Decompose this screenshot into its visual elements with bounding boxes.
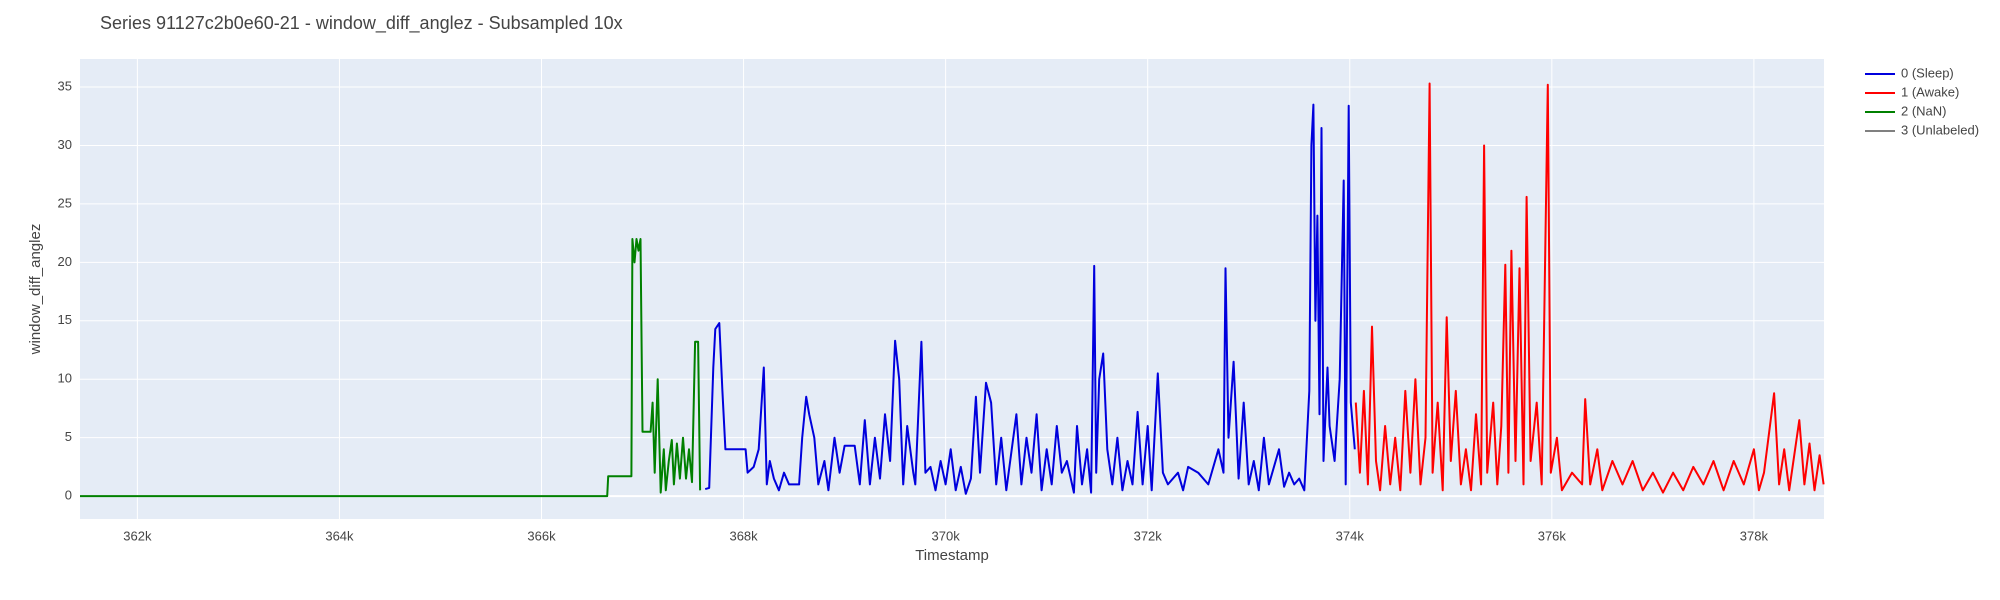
- x-tick-label: 378k: [1740, 528, 1769, 543]
- y-tick-label: 0: [65, 488, 72, 503]
- y-tick-label: 5: [65, 429, 72, 444]
- legend-label: 3 (Unlabeled): [1901, 122, 1979, 137]
- y-axis-title: window_diff_anglez: [27, 224, 44, 356]
- x-axis-title: Timestamp: [915, 547, 989, 564]
- y-tick-label: 20: [58, 254, 72, 269]
- y-tick-label: 25: [58, 195, 72, 210]
- series-line: [80, 238, 702, 498]
- x-tick-label: 370k: [932, 528, 961, 543]
- x-tick-label: 372k: [1134, 528, 1163, 543]
- x-tick-label: 374k: [1336, 528, 1365, 543]
- y-tick-label: 15: [58, 312, 72, 327]
- series-line: [704, 103, 1356, 495]
- x-tick-label: 364k: [325, 528, 354, 543]
- chart-title: Series 91127c2b0e60-21 - window_diff_ang…: [100, 13, 623, 34]
- series-line: [1354, 82, 1825, 494]
- y-tick-label: 35: [58, 78, 72, 93]
- y-tick-label: 30: [58, 137, 72, 152]
- x-tick-label: 362k: [123, 528, 152, 543]
- y-tick-label: 10: [58, 371, 72, 386]
- legend-label: 0 (Sleep): [1901, 65, 1954, 80]
- x-tick-label: 366k: [527, 528, 556, 543]
- legend-label: 2 (NaN): [1901, 103, 1947, 118]
- legend-label: 1 (Awake): [1901, 84, 1959, 99]
- x-tick-label: 376k: [1538, 528, 1567, 543]
- x-tick-label: 368k: [729, 528, 758, 543]
- plot-area: [80, 59, 1824, 519]
